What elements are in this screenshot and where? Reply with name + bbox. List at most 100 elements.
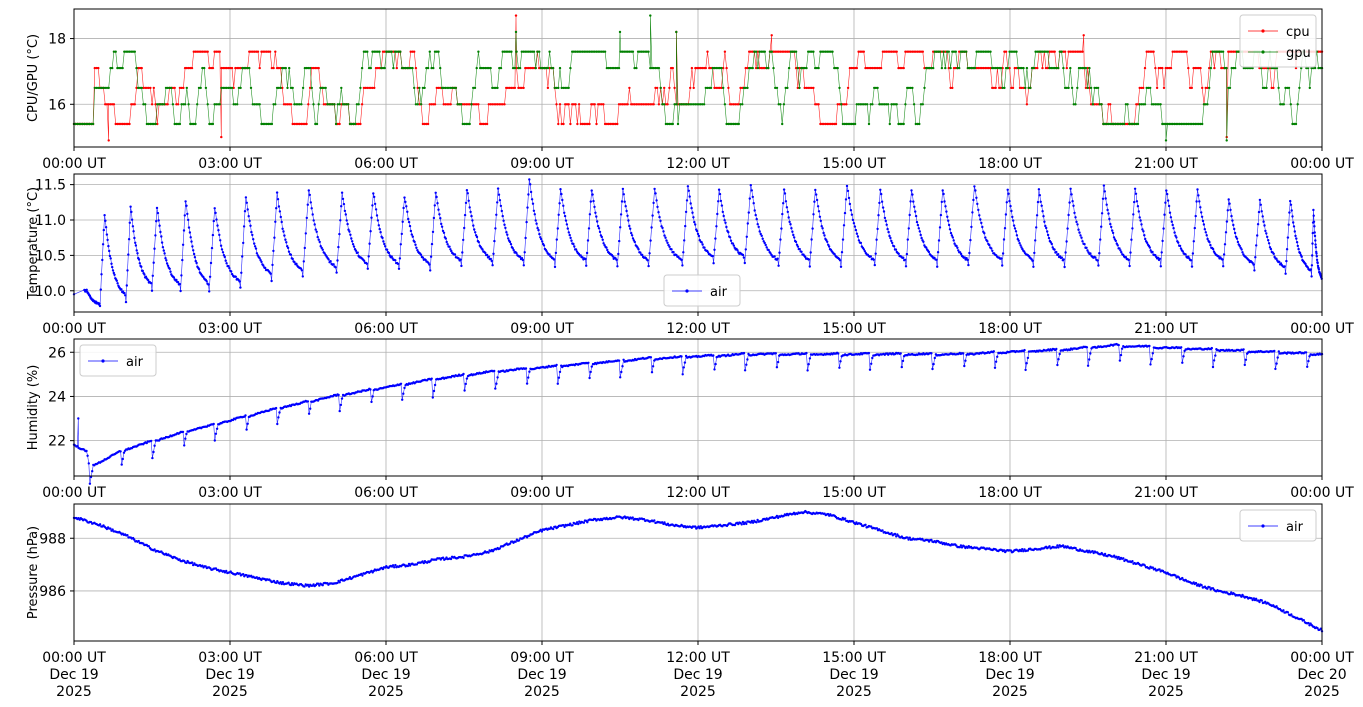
data-point [904,265,908,268]
data-point [650,226,653,229]
data-point [735,103,739,106]
data-point [814,188,817,192]
data-point [180,103,183,106]
data-point [211,122,215,126]
data-point [234,275,237,278]
data-point [985,50,989,53]
data-point [699,103,702,106]
data-point [122,451,126,454]
data-point [998,66,1001,70]
data-point [1164,66,1168,70]
data-point [1083,66,1086,70]
data-point [1034,239,1037,242]
data-point [373,202,377,206]
data-point [396,262,400,266]
data-point [1187,66,1190,70]
data-point [524,66,527,70]
data-point [329,103,333,106]
data-point [1145,241,1149,244]
data-point [145,86,149,90]
data-point [635,66,638,70]
data-point [786,86,789,90]
data-point [196,50,199,53]
data-point [193,256,197,259]
data-point [421,86,425,90]
data-point [277,86,280,90]
data-point [264,266,267,270]
legend-label-cpu: cpu [1286,25,1310,40]
data-point [1119,249,1122,252]
data-point [912,103,916,106]
data-point [980,221,983,225]
data-point [948,228,952,231]
data-point [277,416,280,419]
data-point [1171,50,1174,53]
data-point [1313,231,1316,234]
data-point [944,50,947,53]
data-point [189,66,192,70]
data-point [959,50,963,53]
data-point [1222,265,1225,268]
data-point [315,122,319,126]
data-point [121,66,124,70]
data-point [857,103,860,106]
data-point [495,382,498,385]
data-point [1166,122,1169,126]
data-point [183,214,186,217]
data-point [533,213,536,216]
data-point [909,200,912,203]
data-point [902,66,905,70]
data-point [503,223,506,226]
data-point [810,50,813,53]
data-point [786,50,789,53]
data-point [463,226,466,230]
data-point [782,50,786,53]
data-point [244,196,248,199]
data-point [933,50,937,53]
data-point [927,250,931,254]
data-point [416,249,419,252]
data-point [491,264,494,267]
data-point [767,248,770,252]
data-point [324,86,327,90]
data-point [758,50,761,53]
data-point [295,103,298,106]
data-point [124,50,128,53]
data-point [569,122,572,126]
data-point [135,249,138,252]
data-point [601,238,604,241]
data-point [812,50,815,53]
data-point [743,261,746,265]
data-point [628,50,631,53]
data-point [457,257,460,260]
data-point [673,86,676,90]
data-point [650,103,654,106]
data-point [180,86,183,90]
data-point [892,245,896,248]
data-point [760,66,763,70]
data-point [754,213,757,217]
data-point [1105,203,1108,206]
data-point [274,50,277,53]
data-point [190,561,194,564]
data-point [1024,368,1027,372]
data-point [111,265,114,269]
data-point [529,183,532,186]
data-point [664,122,668,126]
data-point [713,248,716,251]
data-point [366,86,369,90]
data-point [1137,210,1141,213]
data-point [688,195,691,198]
data-point [496,187,500,190]
data-point [904,103,907,106]
data-point [1095,86,1098,90]
data-point [1181,361,1184,364]
data-point [1227,50,1230,53]
data-point [301,86,305,90]
data-point [745,363,748,366]
data-point [583,122,586,126]
data-point [458,103,461,106]
data-point [837,352,840,355]
data-point [499,103,503,106]
